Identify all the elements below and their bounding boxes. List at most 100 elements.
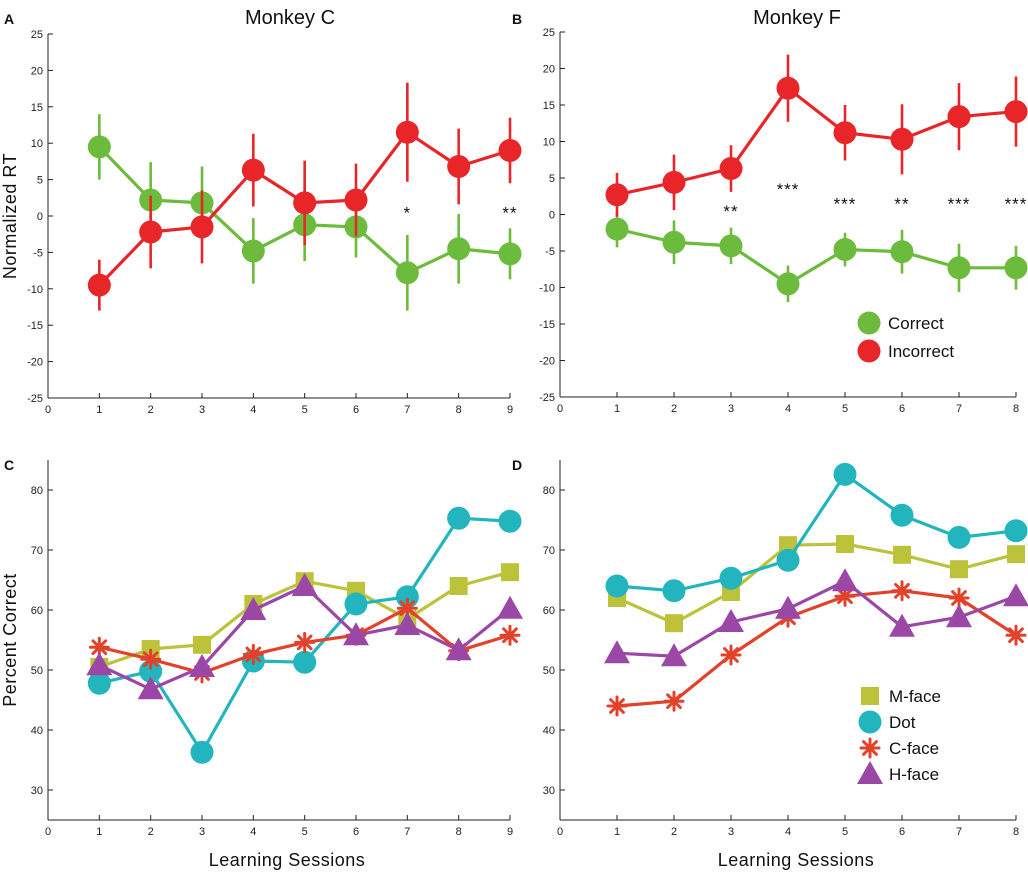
panel-c: C 30 40 50 60 70 80 0 1 2 3 4 5 6 7 8 9 Percent Correct Le… [0, 457, 523, 870]
asterisk-stroke [723, 647, 739, 663]
data-point [394, 612, 421, 635]
data-point [1004, 256, 1028, 280]
asterisk-stroke [894, 582, 910, 599]
series-incorrect [87, 82, 522, 311]
x-tick-label: 2 [671, 403, 677, 415]
asterisk-stroke [91, 639, 108, 656]
y-tick-label: 10 [543, 137, 555, 149]
data-point [344, 592, 368, 616]
data-point [447, 506, 471, 530]
x-tick-label: 2 [148, 404, 154, 416]
data-point [890, 503, 914, 527]
asterisk-stroke [609, 698, 625, 714]
y-tick-label: -25 [539, 392, 555, 404]
asterisk-stroke [837, 588, 853, 605]
legend: Correct Incorrect [857, 311, 954, 363]
y-tick-label: 70 [543, 545, 555, 557]
data-point [604, 640, 630, 664]
data-point [890, 240, 914, 264]
y-axis-label: Normalized RT [0, 153, 20, 279]
data-point [662, 230, 686, 254]
significance-label: *** [1005, 195, 1028, 214]
legend-marker [857, 339, 881, 363]
data-point [662, 170, 686, 194]
data-point [395, 261, 419, 285]
y-tick-label: 60 [543, 605, 555, 617]
data-point [720, 644, 742, 666]
legend: M-face Dot C-face H-face [857, 687, 941, 784]
y-tick-label: 60 [31, 605, 43, 617]
data-point [889, 613, 915, 637]
y-tick-label: 50 [543, 665, 555, 677]
y-tick-label: 15 [543, 100, 555, 112]
data-point [947, 105, 971, 129]
y-tick-label: 25 [543, 27, 555, 39]
y-tick-label: 0 [549, 210, 555, 222]
significance-label: ** [894, 195, 909, 214]
legend-label: Correct [888, 314, 944, 333]
y-tick-label: 10 [31, 138, 43, 150]
data-point [1003, 583, 1028, 607]
data-point [137, 676, 164, 700]
x-tick-label: 8 [1013, 826, 1019, 838]
data-point [661, 643, 687, 667]
data-point [447, 154, 471, 178]
y-tick-label: -5 [33, 247, 43, 259]
y-tick-label: -25 [27, 393, 43, 405]
data-point [719, 566, 743, 590]
panel-d: D 30 40 50 60 70 80 0 1 2 3 4 5 6 7 8 Learning Sessions M… [512, 457, 1028, 870]
y-tick-label: -20 [27, 357, 43, 369]
series-line [616, 579, 1017, 658]
data-point [87, 671, 111, 695]
x-tick-label: 7 [404, 826, 410, 838]
x-axis-label: Learning Sessions [718, 850, 875, 870]
data-point [189, 654, 215, 677]
x-tick-label: 0 [557, 826, 563, 838]
y-tick-label: 20 [543, 64, 555, 76]
y-axis-label: Percent Correct [0, 573, 20, 707]
x-tick-label: 4 [785, 826, 791, 838]
y-tick-label: 25 [31, 29, 43, 41]
data-point [833, 121, 857, 145]
data-point [87, 135, 111, 159]
series-c-face [606, 580, 1027, 717]
x-tick-label: 4 [785, 403, 791, 415]
data-point [498, 509, 522, 533]
data-point [891, 580, 913, 602]
series-correct [605, 210, 1028, 303]
legend-label: H-face [889, 765, 939, 784]
data-point [498, 242, 522, 266]
data-point [776, 548, 800, 572]
data-point [663, 690, 685, 712]
legend-label: Incorrect [888, 342, 954, 361]
x-tick-label: 5 [302, 404, 308, 416]
legend-marker [857, 311, 881, 335]
x-tick-label: 1 [614, 403, 620, 415]
data-point [605, 183, 629, 207]
x-tick-label: 1 [614, 826, 620, 838]
data-point [445, 637, 472, 661]
data-point [719, 234, 743, 258]
data-point [1005, 624, 1027, 646]
y-tick-label: 15 [31, 102, 43, 114]
x-tick-label: 2 [148, 826, 154, 838]
legend-marker [857, 761, 883, 784]
x-tick-label: 1 [96, 404, 102, 416]
data-point [395, 120, 419, 144]
x-tick-label: 3 [728, 826, 734, 838]
data-point [890, 127, 914, 151]
x-tick-label: 5 [842, 403, 848, 415]
panel-letter: D [512, 457, 522, 473]
legend-label: C-face [889, 739, 939, 758]
data-point [193, 635, 211, 654]
significance-label: *** [834, 195, 857, 214]
significance-label: ** [723, 202, 738, 221]
y-tick-label: -15 [539, 319, 555, 331]
asterisk-stroke [245, 646, 262, 663]
x-tick-label: 3 [199, 404, 205, 416]
data-point [776, 272, 800, 296]
x-tick-label: 6 [899, 403, 905, 415]
y-tick-label: 70 [31, 545, 43, 557]
y-tick-label: 40 [31, 725, 43, 737]
y-tick-label: 50 [31, 665, 43, 677]
